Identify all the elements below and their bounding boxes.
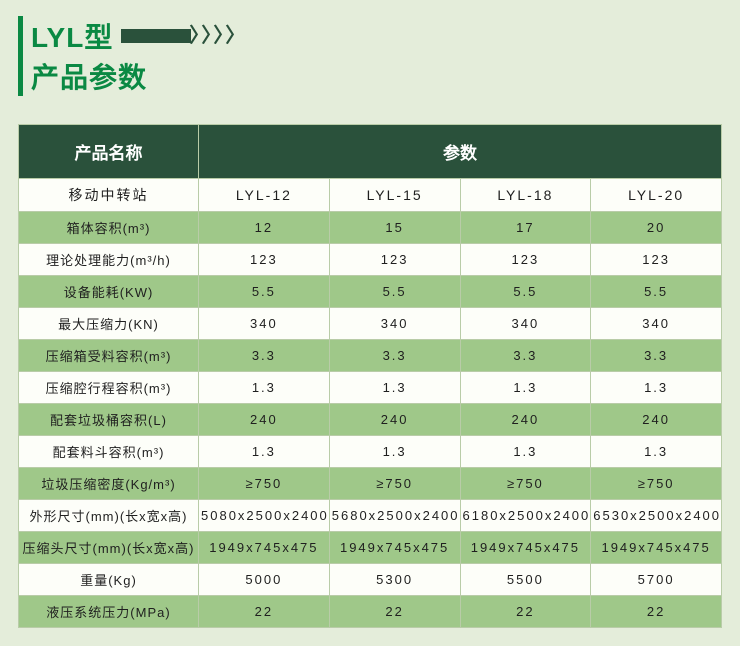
model-cell: LYL-18: [460, 179, 591, 212]
data-cell: 340: [591, 308, 722, 340]
data-cell: 17: [460, 212, 591, 244]
table-row: 最大压缩力(KN)340340340340: [19, 308, 722, 340]
data-cell: 3.3: [591, 340, 722, 372]
row-label: 配套垃圾桶容积(L): [19, 404, 199, 436]
row-label: 压缩箱受料容积(m³): [19, 340, 199, 372]
data-cell: 1.3: [591, 436, 722, 468]
table-row: 配套垃圾桶容积(L)240240240240: [19, 404, 722, 436]
data-cell: 6180x2500x2400: [460, 500, 591, 532]
data-cell: 123: [591, 244, 722, 276]
title-line1: LYL型: [31, 16, 113, 56]
table-row: 设备能耗(KW)5.55.55.55.5: [19, 276, 722, 308]
data-cell: 340: [199, 308, 330, 340]
data-cell: 1.3: [591, 372, 722, 404]
data-cell: 123: [199, 244, 330, 276]
table-row: 理论处理能力(m³/h)123123123123: [19, 244, 722, 276]
row-label: 配套料斗容积(m³): [19, 436, 199, 468]
data-cell: 5700: [591, 564, 722, 596]
data-cell: ≥750: [199, 468, 330, 500]
data-cell: 22: [329, 596, 460, 628]
row-label: 垃圾压缩密度(Kg/m³): [19, 468, 199, 500]
table-row: 箱体容积(m³)12151720: [19, 212, 722, 244]
row-label: 理论处理能力(m³/h): [19, 244, 199, 276]
row-label: 外形尺寸(mm)(长x宽x高): [19, 500, 199, 532]
table-body: 移动中转站 LYL-12 LYL-15 LYL-18 LYL-20 箱体容积(m…: [19, 179, 722, 628]
data-cell: 3.3: [460, 340, 591, 372]
header-params: 参数: [199, 125, 722, 179]
data-cell: 340: [329, 308, 460, 340]
data-cell: 5680x2500x2400: [329, 500, 460, 532]
row-label: 液压系统压力(MPa): [19, 596, 199, 628]
table-head: 产品名称 参数: [19, 125, 722, 179]
title-row-1: LYL型 〉〉〉〉: [31, 16, 722, 56]
data-cell: 1.3: [460, 436, 591, 468]
row-label: 设备能耗(KW): [19, 276, 199, 308]
data-cell: 1949x745x475: [199, 532, 330, 564]
title-block: LYL型 〉〉〉〉 产品参数: [18, 16, 722, 96]
table-row: 压缩头尺寸(mm)(长x宽x高)1949x745x4751949x745x475…: [19, 532, 722, 564]
data-cell: 6530x2500x2400: [591, 500, 722, 532]
row-label: 压缩头尺寸(mm)(长x宽x高): [19, 532, 199, 564]
model-row: 移动中转站 LYL-12 LYL-15 LYL-18 LYL-20: [19, 179, 722, 212]
table-row: 外形尺寸(mm)(长x宽x高)5080x2500x24005680x2500x2…: [19, 500, 722, 532]
data-cell: 5.5: [591, 276, 722, 308]
data-cell: ≥750: [591, 468, 722, 500]
data-cell: 15: [329, 212, 460, 244]
page-container: LYL型 〉〉〉〉 产品参数 产品名称 参数 移动中转站 LYL-12 LYL-…: [0, 0, 740, 646]
title-line2: 产品参数: [31, 56, 722, 96]
data-cell: 5000: [199, 564, 330, 596]
table-row: 压缩腔行程容积(m³)1.31.31.31.3: [19, 372, 722, 404]
data-cell: 12: [199, 212, 330, 244]
data-cell: 1949x745x475: [329, 532, 460, 564]
data-cell: 1.3: [329, 372, 460, 404]
data-cell: 123: [329, 244, 460, 276]
model-cell: LYL-12: [199, 179, 330, 212]
models-label: 移动中转站: [19, 179, 199, 212]
data-cell: ≥750: [460, 468, 591, 500]
arrow-rect-icon: [121, 29, 191, 43]
data-cell: 123: [460, 244, 591, 276]
data-cell: 1.3: [199, 436, 330, 468]
row-label: 压缩腔行程容积(m³): [19, 372, 199, 404]
data-cell: 240: [329, 404, 460, 436]
data-cell: 340: [460, 308, 591, 340]
data-cell: 1.3: [460, 372, 591, 404]
data-cell: 240: [460, 404, 591, 436]
row-label: 最大压缩力(KN): [19, 308, 199, 340]
spec-table: 产品名称 参数 移动中转站 LYL-12 LYL-15 LYL-18 LYL-2…: [18, 124, 722, 628]
data-cell: 1949x745x475: [591, 532, 722, 564]
data-cell: ≥750: [329, 468, 460, 500]
table-row: 垃圾压缩密度(Kg/m³)≥750≥750≥750≥750: [19, 468, 722, 500]
row-label: 重量(Kg): [19, 564, 199, 596]
data-cell: 5300: [329, 564, 460, 596]
table-row: 液压系统压力(MPa)22222222: [19, 596, 722, 628]
data-cell: 22: [460, 596, 591, 628]
data-cell: 22: [199, 596, 330, 628]
data-cell: 5.5: [199, 276, 330, 308]
data-cell: 240: [199, 404, 330, 436]
table-row: 配套料斗容积(m³)1.31.31.31.3: [19, 436, 722, 468]
model-cell: LYL-20: [591, 179, 722, 212]
row-label: 箱体容积(m³): [19, 212, 199, 244]
data-cell: 5.5: [329, 276, 460, 308]
data-cell: 3.3: [329, 340, 460, 372]
data-cell: 240: [591, 404, 722, 436]
data-cell: 5.5: [460, 276, 591, 308]
data-cell: 1.3: [329, 436, 460, 468]
model-cell: LYL-15: [329, 179, 460, 212]
data-cell: 5500: [460, 564, 591, 596]
data-cell: 20: [591, 212, 722, 244]
arrow-chevrons-icon: 〉〉〉〉: [189, 29, 237, 43]
arrow-decoration: 〉〉〉〉: [121, 29, 237, 43]
data-cell: 3.3: [199, 340, 330, 372]
data-cell: 1949x745x475: [460, 532, 591, 564]
data-cell: 5080x2500x2400: [199, 500, 330, 532]
data-cell: 22: [591, 596, 722, 628]
table-row: 压缩箱受料容积(m³)3.33.33.33.3: [19, 340, 722, 372]
data-cell: 1.3: [199, 372, 330, 404]
table-row: 重量(Kg)5000530055005700: [19, 564, 722, 596]
header-name: 产品名称: [19, 125, 199, 179]
